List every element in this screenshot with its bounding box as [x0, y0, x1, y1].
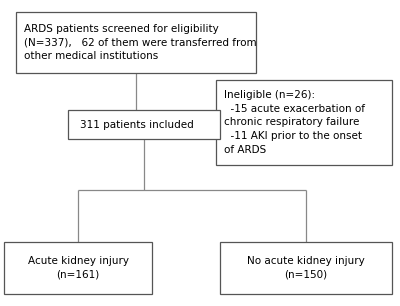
- Text: Acute kidney injury
(n=161): Acute kidney injury (n=161): [28, 256, 128, 280]
- FancyBboxPatch shape: [216, 80, 392, 165]
- FancyBboxPatch shape: [68, 110, 220, 139]
- Text: Ineligible (n=26):
  -15 acute exacerbation of
chronic respiratory failure
  -11: Ineligible (n=26): -15 acute exacerbatio…: [224, 90, 365, 155]
- FancyBboxPatch shape: [16, 12, 256, 73]
- FancyBboxPatch shape: [220, 242, 392, 294]
- Text: ARDS patients screened for eligibility
(N=337),   62 of them were transferred fr: ARDS patients screened for eligibility (…: [24, 24, 257, 62]
- Text: No acute kidney injury
(n=150): No acute kidney injury (n=150): [247, 256, 365, 280]
- Text: 311 patients included: 311 patients included: [80, 120, 194, 130]
- FancyBboxPatch shape: [4, 242, 152, 294]
